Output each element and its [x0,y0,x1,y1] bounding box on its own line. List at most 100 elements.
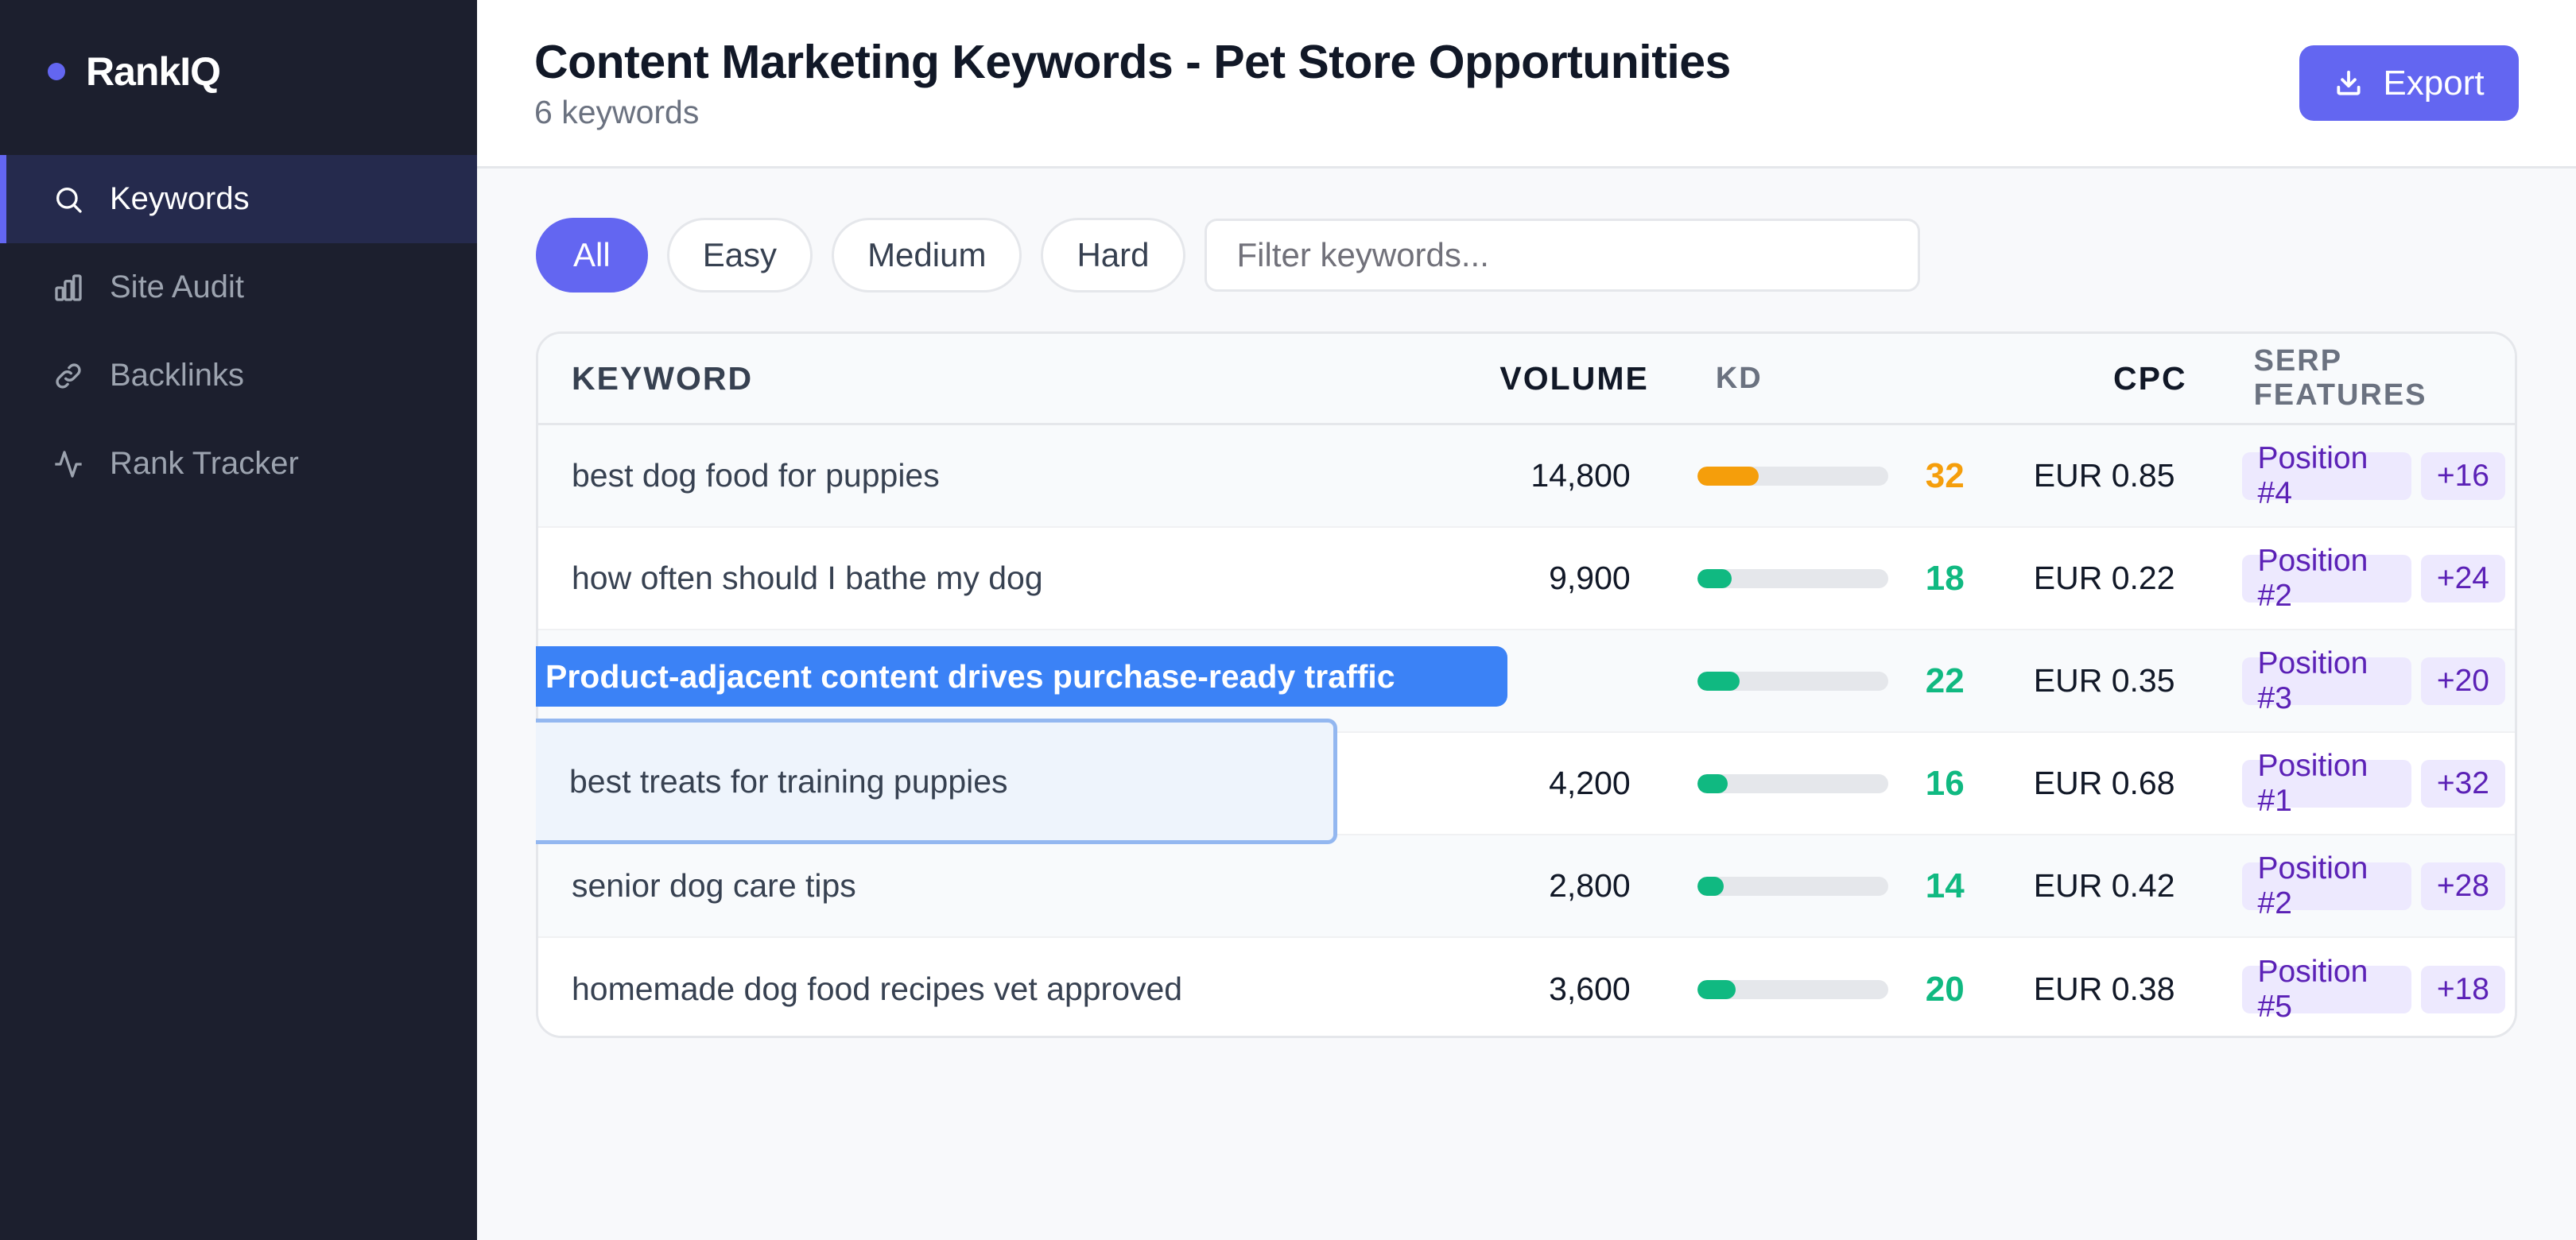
page-header: Content Marketing Keywords - Pet Store O… [477,0,2576,169]
extra-features-badge[interactable]: +18 [2420,965,2505,1013]
kd-progress-bar [1697,979,1888,999]
kd-value: 16 [1925,763,1965,803]
cpc-cell: EUR 0.35 [2033,662,2175,699]
serp-features-cell: Position #2 +24 [2175,544,2515,613]
kd-progress-bar [1697,671,1888,691]
kd-value: 18 [1925,558,1965,598]
bar-chart-icon [52,272,84,304]
kd-progress-fill [1697,773,1728,793]
kd-value: 22 [1925,661,1965,700]
cpc-cell: EUR 0.42 [2033,867,2175,904]
download-icon [2337,70,2361,95]
kd-value: 32 [1925,455,1965,495]
extra-features-badge[interactable]: +16 [2420,451,2505,500]
kd-cell: 18 [1631,559,1965,599]
keyword-cell: senior dog care tips [572,867,856,904]
table-header: KEYWORD VOLUME KD CPC SERP FEATURES [538,334,2515,425]
keyword-cell: homemade dog food recipes vet approved [572,971,1183,1007]
extra-features-badge[interactable]: +20 [2420,657,2505,705]
cpc-cell: EUR 0.85 [2033,457,2175,494]
cpc-cell: EUR 0.22 [2033,560,2175,596]
logo[interactable]: RankIQ [48,46,221,97]
keyword-cell: how often should I bathe my dog [572,560,1043,596]
position-badge: Position #2 [2241,851,2411,920]
kd-progress-bar [1697,876,1888,896]
filter-pill-easy[interactable]: Easy [666,218,813,293]
table-row[interactable]: how often should I bathe my dog 9,900 18… [538,528,2515,630]
kd-progress-bar [1697,773,1888,793]
sidebar-item-site-audit[interactable]: Site Audit [0,243,477,331]
page-title: Content Marketing Keywords - Pet Store O… [534,36,1731,88]
table-row[interactable]: best dog food for puppies 14,800 32 EUR … [538,425,2515,528]
sidebar-nav: Keywords Site Audit Backlinks Rank Track… [0,155,477,508]
volume-cell: 4,200 [1549,765,1631,801]
filter-keywords-input[interactable] [1204,219,1920,292]
sidebar: RankIQ Keywords Site Audit Backlinks Ran… [0,0,477,1240]
column-header-serp-features[interactable]: SERP FEATURES [2253,344,2427,412]
kd-value: 14 [1925,866,1965,905]
sidebar-item-keywords[interactable]: Keywords [0,155,477,243]
table-row[interactable]: homemade dog food recipes vet approved 3… [538,938,2515,1036]
column-header-keyword[interactable]: KEYWORD [572,359,754,397]
extra-features-badge[interactable]: +32 [2420,759,2505,808]
column-header-kd[interactable]: KD [1715,361,1763,395]
sidebar-item-rank-tracker[interactable]: Rank Tracker [0,420,477,508]
filter-pill-all[interactable]: All [536,218,648,293]
kd-progress-fill [1697,876,1724,896]
extra-features-badge[interactable]: +24 [2420,554,2505,603]
table-body: best dog food for puppies 14,800 32 EUR … [538,425,2515,1036]
kd-progress-fill [1697,671,1740,691]
kd-cell: 20 [1631,970,1965,1009]
position-badge: Position #5 [2241,955,2411,1024]
table-row[interactable]: senior dog care tips 2,800 14 EUR 0.42 P… [538,835,2515,938]
brand-name: RankIQ [86,49,221,94]
column-header-cpc[interactable]: CPC [2112,359,2187,397]
kd-progress-fill [1697,568,1732,588]
link-icon [52,360,84,392]
kd-value: 20 [1925,969,1965,1009]
position-badge: Position #1 [2241,749,2411,818]
kd-cell: 32 [1631,456,1965,496]
filter-bar: All Easy Medium Hard [536,216,1920,294]
search-icon [52,184,84,215]
volume-cell: 9,900 [1549,560,1631,596]
activity-icon [52,448,84,480]
kd-cell: 16 [1631,764,1965,804]
export-button[interactable]: Export [2299,45,2519,121]
kd-progress-bar [1697,568,1888,588]
keywords-table: KEYWORD VOLUME KD CPC SERP FEATURES best… [536,331,2517,1038]
filter-pill-medium[interactable]: Medium [832,218,1022,293]
sidebar-item-label: Rank Tracker [110,446,299,481]
kd-progress-bar [1697,466,1888,486]
column-header-volume[interactable]: VOLUME [1499,359,1649,397]
position-badge: Position #2 [2241,544,2411,613]
serp-features-cell: Position #1 +32 [2175,749,2515,818]
logo-dot-icon [48,63,65,80]
sidebar-item-backlinks[interactable]: Backlinks [0,331,477,420]
annotation-tooltip: Product-adjacent content drives purchase… [536,646,1507,707]
volume-cell: 2,800 [1549,867,1631,904]
export-label: Export [2383,63,2485,103]
extra-features-badge[interactable]: +28 [2420,862,2505,910]
serp-features-cell: Position #5 +18 [2175,955,2515,1024]
serp-features-cell: Position #4 +16 [2175,441,2515,510]
kd-progress-fill [1697,979,1736,999]
volume-cell: 14,800 [1530,457,1631,494]
keyword-count: 6 keywords [534,94,700,130]
kd-progress-fill [1697,466,1759,486]
kd-cell: 14 [1631,866,1965,906]
position-badge: Position #4 [2241,441,2411,510]
cpc-cell: EUR 0.68 [2033,765,2175,801]
highlighted-keyword-cell[interactable]: best treats for training puppies [536,719,1337,844]
serp-features-cell: Position #2 +28 [2175,851,2515,920]
cpc-cell: EUR 0.38 [2033,971,2175,1007]
serp-features-cell: Position #3 +20 [2175,646,2515,715]
filter-pill-hard[interactable]: Hard [1041,218,1185,293]
volume-cell: 3,600 [1549,971,1631,1007]
kd-cell: 22 [1631,661,1965,701]
position-badge: Position #3 [2241,646,2411,715]
sidebar-item-label: Keywords [110,181,250,216]
keyword-cell: best dog food for puppies [572,457,940,494]
sidebar-item-label: Site Audit [110,269,245,304]
sidebar-item-label: Backlinks [110,358,244,393]
